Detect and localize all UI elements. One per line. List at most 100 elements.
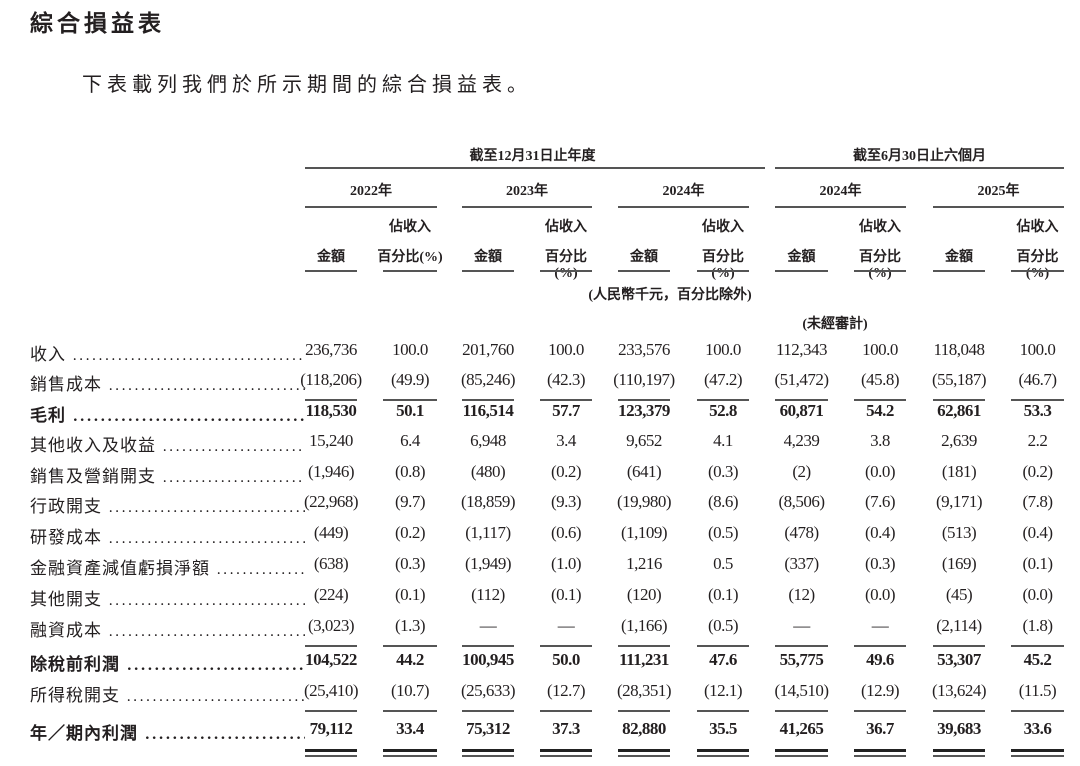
amount-cell: 100,945 [462, 650, 514, 669]
amount-cell: (45) [945, 585, 973, 604]
amount-cell: (85,246) [460, 370, 516, 389]
amount-cell: (478) [784, 523, 819, 542]
percent-cell: (1.8) [1022, 616, 1053, 635]
total-rule [933, 749, 985, 752]
percent-cell: (49.9) [390, 370, 430, 389]
amount-cell: (1,946) [307, 462, 355, 481]
total-rule [383, 749, 437, 752]
percent-cell: — [557, 616, 575, 635]
divider [1011, 270, 1064, 272]
subtotal-rule [697, 645, 749, 647]
total-rule [540, 749, 592, 752]
percent-cell: (47.2) [703, 370, 743, 389]
divider [383, 270, 437, 272]
pct-header-line2: 百分比(%) [1016, 250, 1059, 281]
subtotal-rule [933, 710, 985, 712]
total-rule [1011, 749, 1064, 752]
subtotal-rule [305, 645, 357, 647]
amount-header: 金額 [630, 250, 658, 265]
percent-cell: 50.0 [552, 650, 580, 669]
divider [854, 270, 906, 272]
percent-cell: (0.4) [864, 523, 896, 542]
amount-cell: 123,379 [618, 401, 670, 420]
total-rule [618, 755, 670, 757]
amount-header: 金額 [474, 250, 502, 265]
percent-cell: (9.7) [394, 492, 426, 511]
amount-cell: — [479, 616, 497, 635]
row-label: 毛利 [30, 401, 305, 426]
percent-cell: 33.4 [396, 719, 424, 738]
amount-cell: (8,506) [778, 492, 825, 511]
amount-cell: 112,343 [775, 340, 828, 359]
percent-cell: 100.0 [392, 340, 428, 359]
amount-header: 金額 [317, 250, 345, 265]
percent-cell: 53.3 [1023, 401, 1052, 420]
row-label: 銷售及營銷開支 [30, 462, 305, 487]
row-label: 除稅前利潤 [30, 650, 305, 675]
pct-header-line1: 佔收入 [1016, 220, 1059, 235]
percent-cell: (7.8) [1022, 492, 1053, 511]
percent-cell: (0.3) [864, 554, 896, 573]
amount-cell: (480) [470, 462, 506, 481]
total-rule [854, 749, 906, 752]
amount-cell: (1,166) [620, 616, 668, 635]
subtotal-rule [775, 645, 828, 647]
row-label: 融資成本 [30, 616, 305, 641]
pct-header-line2: 百分比(%) [702, 250, 744, 281]
percent-cell: (0.1) [1022, 554, 1053, 573]
percent-cell: 44.2 [396, 650, 424, 669]
percent-cell: 45.2 [1023, 650, 1052, 669]
percent-cell: (0.1) [707, 585, 739, 604]
amount-cell: (3,023) [307, 616, 355, 635]
percent-cell: (9.3) [550, 492, 582, 511]
percent-cell: (12.9) [860, 681, 900, 700]
year-header: 2024年 [662, 184, 705, 199]
amount-cell: 4,239 [783, 431, 820, 450]
subtotal-rule [305, 710, 357, 712]
amount-cell: 60,871 [779, 401, 824, 420]
total-rule [305, 755, 357, 757]
divider [775, 167, 1064, 169]
percent-cell: (0.2) [550, 462, 582, 481]
subtotal-rule [383, 645, 437, 647]
percent-cell: (7.6) [864, 492, 896, 511]
percent-cell: (0.6) [550, 523, 582, 542]
amount-cell: 201,760 [462, 340, 514, 359]
row-label: 銷售成本 [30, 370, 305, 395]
amount-cell: (112) [471, 585, 505, 604]
pct-header-line2: 百分比(%) [377, 250, 443, 265]
percent-cell: (0.1) [550, 585, 582, 604]
subtotal-rule [854, 645, 906, 647]
subtotal-rule [933, 399, 985, 401]
subtotal-rule [383, 710, 437, 712]
subtotal-rule [618, 399, 670, 401]
divider [697, 270, 749, 272]
percent-cell: 2.2 [1027, 431, 1048, 450]
amount-cell: (224) [313, 585, 349, 604]
row-label: 所得稅開支 [30, 681, 305, 706]
percent-cell: (42.3) [546, 370, 586, 389]
year-header: 2025年 [977, 184, 1020, 199]
amount-cell: (19,980) [616, 492, 672, 511]
subtotal-rule [1011, 710, 1064, 712]
amount-cell: 2,639 [941, 431, 977, 450]
percent-cell: 49.6 [866, 650, 894, 669]
divider [933, 270, 985, 272]
amount-cell: 55,775 [779, 650, 824, 669]
subtotal-rule [933, 645, 985, 647]
amount-cell: (13,624) [931, 681, 987, 700]
amount-cell: (120) [626, 585, 662, 604]
divider [933, 206, 1064, 208]
percent-cell: 33.6 [1023, 719, 1052, 738]
subtotal-rule [854, 710, 906, 712]
amount-cell: (55,187) [931, 370, 987, 389]
subtotal-rule [618, 645, 670, 647]
amount-cell: (9,171) [935, 492, 983, 511]
amount-cell: 233,576 [618, 340, 670, 359]
intro-text: 下表載列我們於所示期間的綜合損益表。 [82, 72, 532, 96]
amount-cell: 75,312 [466, 719, 510, 738]
percent-cell: 3.8 [870, 431, 890, 450]
subtotal-rule [775, 710, 828, 712]
total-rule [1011, 755, 1064, 757]
total-rule [854, 755, 906, 757]
